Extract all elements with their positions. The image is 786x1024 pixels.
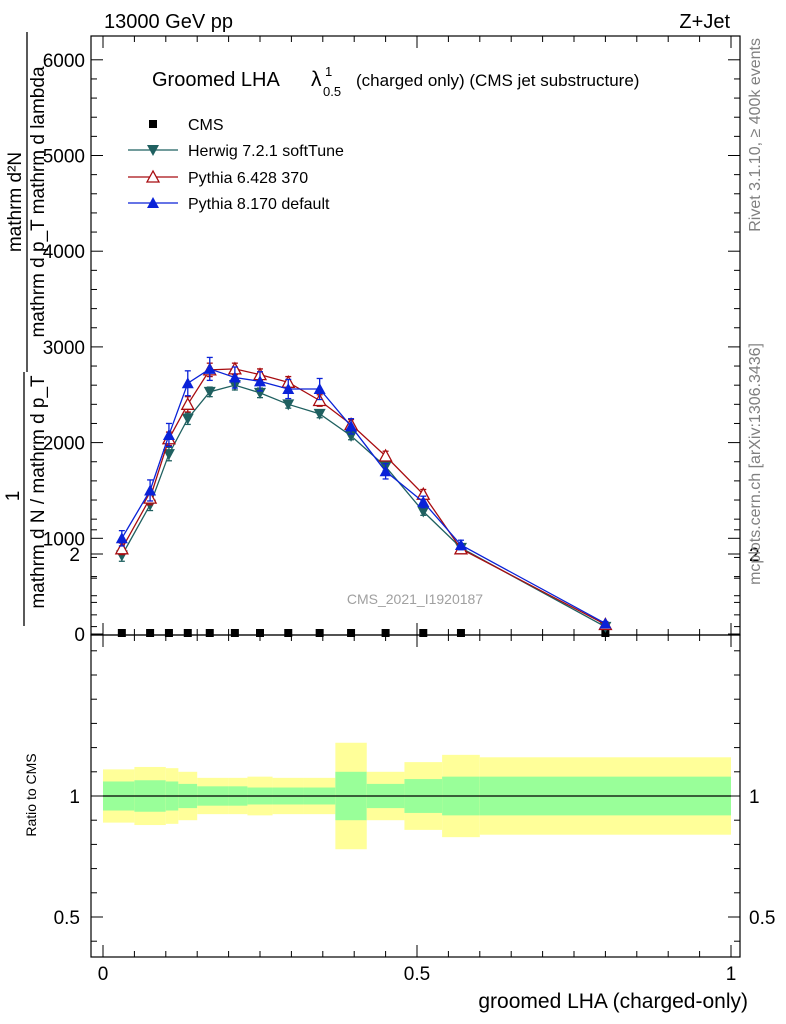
mcplots-label: mcplots.cern.ch [arXiv:1306.3436] <box>747 343 764 585</box>
data-point <box>282 383 295 395</box>
data-point <box>379 465 392 477</box>
legend-label: CMS <box>188 117 224 134</box>
series-line <box>121 368 606 626</box>
legend-marker <box>145 169 161 183</box>
data-point <box>115 532 128 544</box>
ratio-y-tick-label-right: 2 <box>749 545 760 566</box>
legend-label: Pythia 6.428 370 <box>188 170 308 187</box>
ylabel-denominator: mathrm d N / mathrm d p_T <box>28 375 49 609</box>
data-point <box>599 617 612 629</box>
ylabel-top-denominator: mathrm d p_T mathrm d lambda <box>28 66 49 337</box>
ratio-y-tick-label-right: 0.5 <box>749 908 775 929</box>
legend-marker <box>147 145 159 156</box>
data-point <box>601 629 610 637</box>
legend-marker <box>149 120 157 128</box>
data-point <box>205 629 214 637</box>
y-tick-label: 2000 <box>43 434 85 455</box>
data-point <box>256 629 264 637</box>
y-tick-label: 6000 <box>43 51 85 72</box>
ratio-y-tick-label: 2 <box>69 545 80 566</box>
data-point <box>228 371 241 383</box>
data-point <box>345 420 358 432</box>
data-point <box>378 448 393 462</box>
ratio-y-tick-label: 0.5 <box>54 908 80 929</box>
x-axis-label: groomed LHA (charged-only) <box>478 990 748 1013</box>
data-point <box>164 629 173 637</box>
data-point <box>162 428 175 440</box>
series-line <box>121 368 606 625</box>
data-point <box>282 399 295 411</box>
ylabel-numerator: 1 <box>3 491 24 502</box>
legend-item: Pythia 8.170 default <box>128 196 330 213</box>
rivet-version-label: Rivet 3.1.10, ≥ 400k events <box>747 38 764 232</box>
header-left: 13000 GeV pp <box>104 11 233 33</box>
data-point <box>144 484 157 496</box>
data-point <box>313 408 326 420</box>
legend-label: Pythia 8.170 default <box>188 196 330 213</box>
data-point <box>347 629 356 637</box>
data-point <box>181 413 194 425</box>
data-point <box>254 375 266 387</box>
ratio-y-axis-label: Ratio to CMS <box>23 753 39 836</box>
data-point <box>180 396 195 410</box>
series-line <box>121 384 606 628</box>
series-cms <box>117 629 610 637</box>
data-point <box>381 629 390 637</box>
header-right: Z+Jet <box>679 11 730 33</box>
legend: CMS Herwig 7.2.1 softTune Pythia 6.428 370… <box>128 117 344 213</box>
title-main: Groomed LHA <box>152 69 280 91</box>
series-pythia-8-170-default <box>115 356 612 629</box>
ratio-uncertainty-bands <box>103 742 731 850</box>
data-point <box>114 541 129 555</box>
data-point <box>284 629 293 637</box>
title-lambda: λ <box>311 68 322 91</box>
data-point <box>117 629 126 637</box>
data-point <box>313 383 326 395</box>
title-superscript: 1 <box>325 64 332 79</box>
data-point <box>456 629 465 637</box>
analysis-watermark: CMS_2021_I1920187 <box>347 591 483 607</box>
y-tick-label: 3000 <box>43 338 85 359</box>
data-point <box>203 362 216 374</box>
data-point <box>417 495 430 507</box>
data-point <box>203 386 216 398</box>
data-point <box>454 538 467 550</box>
data-point <box>419 629 428 637</box>
ratio-y-tick-label-right: 1 <box>749 787 760 808</box>
title-suffix: (charged only) (CMS jet substructure) <box>356 71 639 90</box>
legend-label: Herwig 7.2.1 softTune <box>188 143 344 160</box>
data-point <box>315 629 324 637</box>
data-point <box>230 629 239 637</box>
y-tick-label: 1000 <box>43 529 85 550</box>
data-point <box>146 629 155 637</box>
legend-marker <box>147 197 159 208</box>
x-tick-label: 1 <box>726 964 737 985</box>
ratio-y-tick-label: 1 <box>69 787 80 808</box>
x-tick-label: 0 <box>98 964 109 985</box>
data-point <box>162 449 175 461</box>
y-tick-label: 4000 <box>43 242 85 263</box>
title-subscript: 0.5 <box>323 84 341 99</box>
plot-title: Groomed LHA λ 1 0.5 (charged only) (CMS … <box>152 64 639 99</box>
x-tick-label: 0.5 <box>404 964 430 985</box>
y-tick-label: 0 <box>74 625 85 646</box>
y-axis-label: mathrm d²N mathrm d p_T mathrm d lambda … <box>3 32 49 626</box>
legend-item: Herwig 7.2.1 softTune <box>128 143 344 160</box>
data-point <box>417 506 430 518</box>
ylabel-top-numerator: mathrm d²N <box>5 152 26 252</box>
y-tick-label: 5000 <box>43 147 85 168</box>
data-point <box>183 629 192 637</box>
legend-item: Pythia 6.428 370 <box>128 169 308 187</box>
legend-item: CMS <box>149 117 224 134</box>
data-point <box>181 377 194 389</box>
